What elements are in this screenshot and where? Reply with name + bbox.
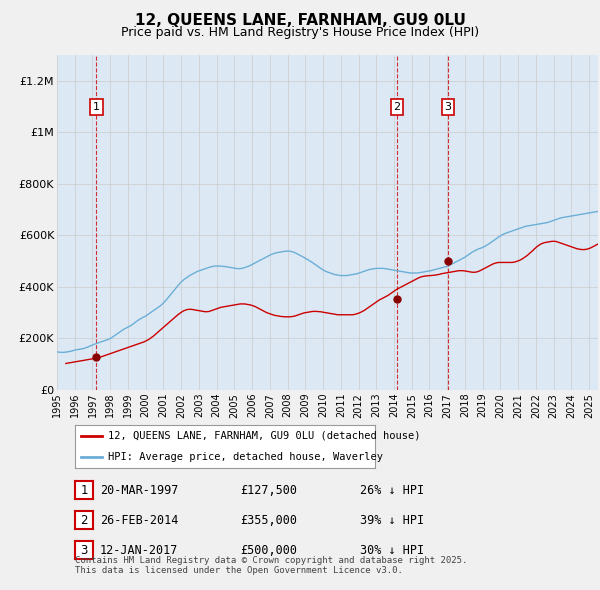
Text: 3: 3 <box>80 543 88 556</box>
Text: 1: 1 <box>80 483 88 497</box>
Text: 30% ↓ HPI: 30% ↓ HPI <box>360 543 424 556</box>
Text: 3: 3 <box>445 102 451 112</box>
Text: 2: 2 <box>393 102 400 112</box>
Text: 39% ↓ HPI: 39% ↓ HPI <box>360 513 424 526</box>
Text: 12, QUEENS LANE, FARNHAM, GU9 0LU: 12, QUEENS LANE, FARNHAM, GU9 0LU <box>134 13 466 28</box>
Text: £127,500: £127,500 <box>240 483 297 497</box>
Text: 12, QUEENS LANE, FARNHAM, GU9 0LU (detached house): 12, QUEENS LANE, FARNHAM, GU9 0LU (detac… <box>108 431 421 441</box>
Text: 26% ↓ HPI: 26% ↓ HPI <box>360 483 424 497</box>
Text: 1: 1 <box>93 102 100 112</box>
Text: 20-MAR-1997: 20-MAR-1997 <box>100 483 178 497</box>
Text: 26-FEB-2014: 26-FEB-2014 <box>100 513 178 526</box>
Text: 12-JAN-2017: 12-JAN-2017 <box>100 543 178 556</box>
Text: Contains HM Land Registry data © Crown copyright and database right 2025.
This d: Contains HM Land Registry data © Crown c… <box>75 556 467 575</box>
Text: Price paid vs. HM Land Registry's House Price Index (HPI): Price paid vs. HM Land Registry's House … <box>121 26 479 39</box>
Text: £500,000: £500,000 <box>240 543 297 556</box>
Text: £355,000: £355,000 <box>240 513 297 526</box>
Text: HPI: Average price, detached house, Waverley: HPI: Average price, detached house, Wave… <box>108 453 383 462</box>
Text: 2: 2 <box>80 513 88 526</box>
